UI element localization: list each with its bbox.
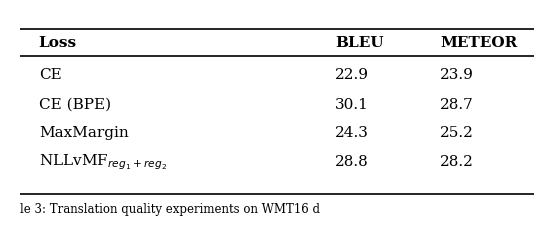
Text: 28.8: 28.8 [335,154,369,168]
Text: BLEU: BLEU [335,36,384,50]
Text: NLLvMF$_{reg_1+reg_2}$: NLLvMF$_{reg_1+reg_2}$ [39,151,167,171]
Text: METEOR: METEOR [440,36,517,50]
Text: 24.3: 24.3 [335,126,369,139]
Text: 30.1: 30.1 [335,98,369,112]
Text: CE: CE [39,68,61,82]
Text: 22.9: 22.9 [335,68,369,82]
Text: CE (BPE): CE (BPE) [39,98,111,112]
Text: 28.7: 28.7 [440,98,474,112]
Text: MaxMargin: MaxMargin [39,126,129,139]
Text: Loss: Loss [39,36,77,50]
Text: 28.2: 28.2 [440,154,474,168]
Text: 25.2: 25.2 [440,126,474,139]
Text: le 3: Translation quality experiments on WMT16 d: le 3: Translation quality experiments on… [20,202,320,216]
Text: 23.9: 23.9 [440,68,474,82]
